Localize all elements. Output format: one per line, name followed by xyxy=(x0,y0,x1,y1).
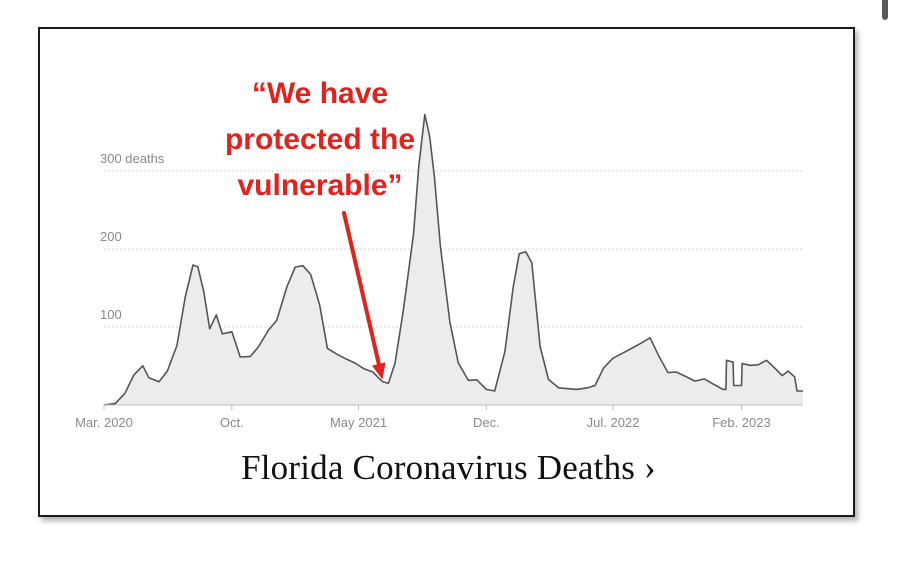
scrollbar-thumb[interactable] xyxy=(882,0,888,20)
y-tick-label: 300 deaths xyxy=(100,151,165,166)
annotation-line-2: protected the xyxy=(225,123,415,156)
chart-title-link[interactable]: Florida Coronavirus Deaths › xyxy=(241,448,656,487)
x-tick-label: Oct. xyxy=(220,415,244,430)
chart-frame xyxy=(38,27,855,517)
annotation-line-3: vulnerable” xyxy=(237,169,402,202)
x-tick-label: Dec. xyxy=(473,415,500,430)
x-tick-label: Mar. 2020 xyxy=(75,415,133,430)
y-tick-label: 100 xyxy=(100,307,122,322)
x-tick-label: May 2021 xyxy=(330,415,387,430)
x-tick-label: Jul. 2022 xyxy=(587,415,640,430)
annotation-arrow-shaft xyxy=(342,211,381,367)
y-tick-label: 200 xyxy=(100,229,122,244)
series-area-fill-0 xyxy=(104,114,803,405)
x-tick-label: Feb. 2023 xyxy=(712,415,771,430)
annotation-line-1: “We have xyxy=(252,77,388,110)
annotation-arrow-head xyxy=(372,362,386,380)
series-line-0 xyxy=(103,113,803,406)
